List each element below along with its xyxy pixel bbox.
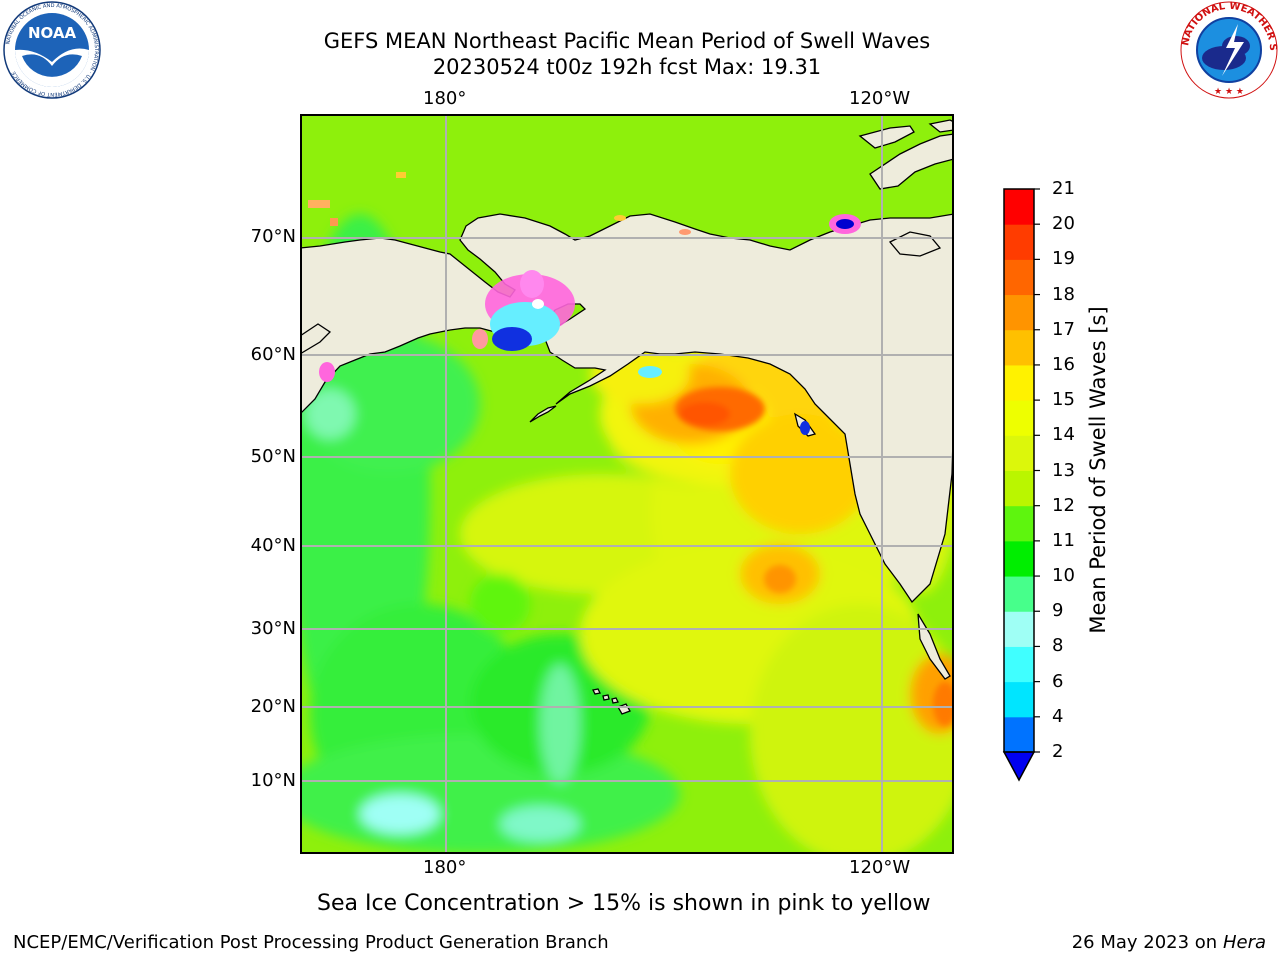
machine-name: Hera — [1222, 932, 1266, 953]
colorbar-tick-label: 18 — [1052, 283, 1075, 305]
colorbar-tick-label: 9 — [1052, 600, 1064, 622]
colorbar-segment — [1004, 259, 1034, 296]
colorbar-segment — [1004, 470, 1034, 507]
colorbar-tick-label: 11 — [1052, 529, 1075, 551]
colorbar-tick-label: 19 — [1052, 248, 1075, 270]
map-frame — [300, 114, 954, 854]
colorbar-segment — [1004, 294, 1034, 331]
colorbar-segment — [1004, 189, 1034, 225]
map-panel — [300, 114, 954, 854]
lat-label-20n: 20°N — [250, 696, 296, 717]
lat-label-10n: 10°N — [250, 770, 296, 791]
colorbar-segment — [1004, 435, 1034, 471]
colorbar-under-arrow — [1002, 751, 1036, 782]
colorbar-segment — [1004, 224, 1034, 260]
land-masses — [300, 119, 954, 715]
sea-ice-note: Sea Ice Concentration > 15% is shown in … — [317, 891, 931, 916]
lat-label-60n: 60°N — [250, 344, 296, 365]
colorbar-segment — [1004, 505, 1034, 542]
colorbar-tick-label: 2 — [1052, 741, 1064, 762]
noaa-logo-text: NOAA — [28, 24, 77, 42]
colorbar-tick-label: 14 — [1052, 424, 1075, 446]
star-icon: ★ ★ ★ — [1214, 87, 1244, 97]
colorbar-tick-label: 10 — [1052, 565, 1075, 587]
colorbar-tick-label: 16 — [1052, 353, 1075, 375]
graticule — [300, 114, 954, 854]
lat-label-40n: 40°N — [250, 535, 296, 556]
colorbar-segment — [1004, 329, 1034, 366]
colorbar-segment — [1004, 364, 1034, 401]
noaa-logo: NOAA NATIONAL OCEANIC AND ATMOSPHERIC AD… — [3, 1, 101, 99]
lat-label-50n: 50°N — [250, 446, 296, 467]
lon-label-120w-bottom: 120°W — [849, 857, 911, 878]
colorbar-tick-label: 8 — [1052, 635, 1064, 657]
chart-subtitle: 20230524 t00z 192h fcst Max: 19.31 — [432, 55, 822, 79]
colorbar-segment — [1004, 646, 1034, 683]
sea-ice-overlay — [308, 172, 861, 435]
colorbar-segment — [1004, 540, 1034, 577]
colorbar — [1002, 188, 1040, 782]
date-text: 26 May 2023 on — [1071, 932, 1218, 953]
lon-label-180-top: 180° — [423, 88, 467, 109]
run-date: 26 May 2023 on Hera — [1072, 932, 1266, 953]
colorbar-tick-label: 20 — [1052, 213, 1075, 235]
colorbar-tick-label: 17 — [1052, 318, 1075, 340]
colorbar-tick-label: 13 — [1052, 459, 1075, 481]
colorbar-segment — [1004, 611, 1034, 647]
colorbar-title: Mean Period of Swell Waves [s] — [1086, 306, 1110, 634]
colorbar-tick-label: 6 — [1052, 670, 1064, 692]
colorbar-tick-label: 15 — [1052, 389, 1075, 411]
colorbar-tick-label: 12 — [1052, 494, 1075, 516]
colorbar-segment — [1004, 681, 1034, 718]
colorbar-segment — [1004, 576, 1034, 612]
colorbar-tick-label: 21 — [1052, 178, 1075, 199]
colorbar-segment — [1004, 716, 1034, 753]
credit-text: NCEP/EMC/Verification Post Processing Pr… — [13, 932, 609, 953]
colorbar-tick-label: 4 — [1052, 705, 1064, 727]
lon-label-180-bottom: 180° — [423, 857, 467, 878]
nws-logo: NATIONAL WEATHER SERVICE ★ ★ ★ — [1178, 0, 1278, 99]
chart-title: GEFS MEAN Northeast Pacific Mean Period … — [323, 29, 931, 53]
lat-label-30n: 30°N — [250, 618, 296, 639]
lat-label-70n: 70°N — [250, 226, 296, 247]
colorbar-segment — [1004, 400, 1034, 436]
lon-label-120w-top: 120°W — [849, 88, 911, 109]
